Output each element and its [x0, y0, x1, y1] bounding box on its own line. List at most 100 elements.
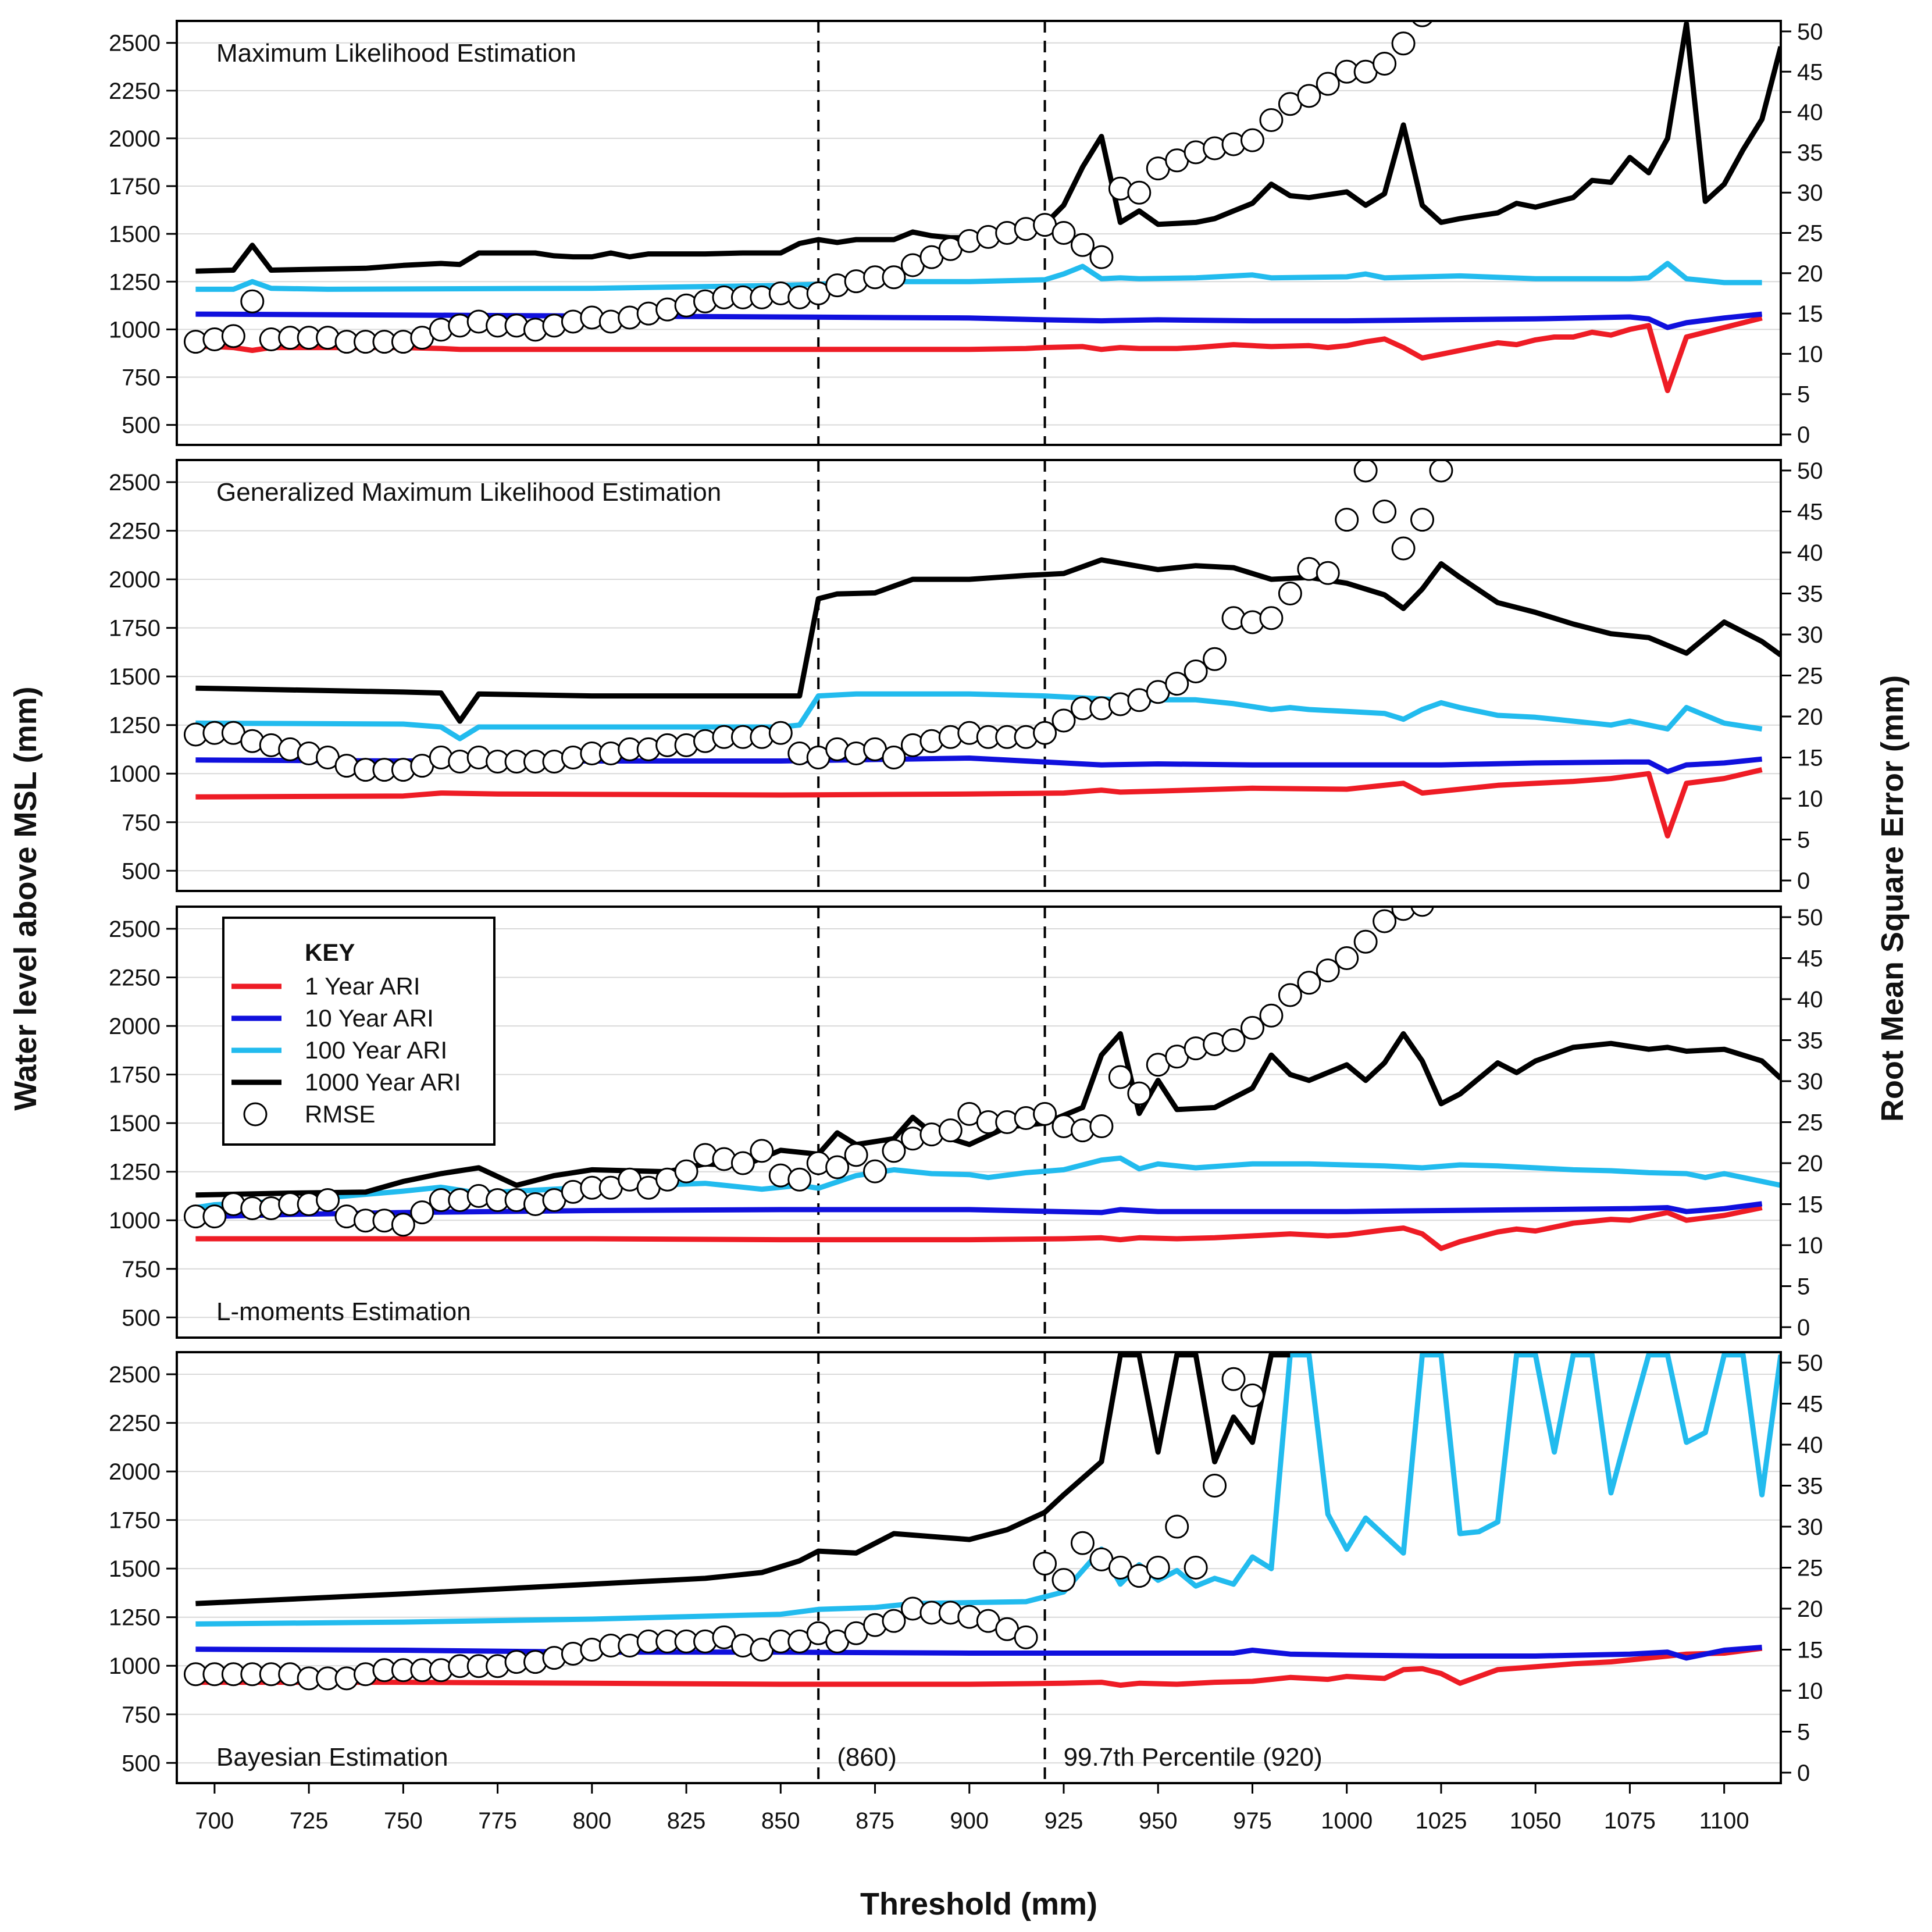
- x-tick-label: 850: [761, 1808, 800, 1834]
- panel-4: 500 750 1000 1250 1500 1750 2000 2250 2500 0 5 10 15…: [109, 1350, 1823, 1786]
- y-tick-label: 1250: [109, 1605, 161, 1631]
- rmse-point: [1316, 72, 1340, 96]
- panel-title: L-moments Estimation: [216, 1297, 471, 1326]
- rmse-point: [730, 1151, 755, 1175]
- y-axis-title: Water level above MSL (mm): [8, 686, 43, 1110]
- y-tick-label: 1250: [109, 713, 161, 739]
- panel-data: [183, 21, 1781, 393]
- y2-tick-label: 20: [1797, 1151, 1823, 1177]
- y-tick-label: 1000: [109, 761, 161, 787]
- panel-title: Generalized Maximum Likelihood Estimatio…: [216, 478, 721, 507]
- series-line-ari1000: [195, 1352, 1291, 1606]
- y2-tick-label: 10: [1797, 341, 1823, 367]
- legend-title: KEY: [305, 939, 355, 966]
- y2-tick-label: 25: [1797, 1556, 1823, 1581]
- rmse-point: [1033, 1551, 1057, 1575]
- y-tick-label: 1750: [109, 1508, 161, 1534]
- x-tick-label: 925: [1045, 1808, 1083, 1834]
- y-tick-label: 500: [122, 1305, 161, 1331]
- rmse-point: [882, 265, 906, 290]
- rmse-point: [1411, 21, 1433, 27]
- x-tick-label: 1100: [1699, 1808, 1749, 1834]
- y2-tick-label: 10: [1797, 1678, 1823, 1704]
- rmse-point: [1410, 907, 1434, 917]
- rmse-point: [1108, 1065, 1132, 1089]
- rmse-point: [1033, 721, 1057, 745]
- x-tick-label: 1050: [1510, 1808, 1562, 1834]
- y2-tick-label: 35: [1797, 1028, 1823, 1054]
- rmse-point: [1165, 672, 1189, 696]
- panel-2: 500 750 1000 1250 1500 1750 2000 2250 2500 0 5 10 15…: [109, 458, 1823, 894]
- y-tick-label: 500: [122, 1751, 161, 1776]
- rmse-point: [1127, 180, 1152, 205]
- y-tick-label: 1500: [109, 1556, 161, 1582]
- rmse-point: [1316, 958, 1340, 983]
- rmse-point: [787, 1167, 812, 1192]
- y2-tick-label: 50: [1797, 905, 1823, 931]
- series-line-ari10: [195, 311, 1763, 330]
- y-tick-label: 1750: [109, 1063, 161, 1088]
- x-tick-label: 1075: [1604, 1808, 1656, 1834]
- rmse-point: [1297, 84, 1321, 108]
- series-line-ari10: [195, 1201, 1763, 1219]
- rmse-point: [882, 1609, 906, 1633]
- series-line-ari10: [195, 1645, 1762, 1661]
- panel-3: 500 750 1000 1250 1500 1750 2000 2250 2500 0 5 10 15…: [109, 905, 1823, 1341]
- y-tick-label: 1750: [109, 616, 161, 641]
- y-tick-label: 1250: [109, 269, 161, 295]
- y-tick-label: 2500: [109, 31, 161, 56]
- y2-tick-label: 5: [1797, 1720, 1810, 1745]
- x-tick-label: 725: [290, 1808, 329, 1834]
- y2-tick-label: 30: [1797, 622, 1823, 648]
- series-line-ari100: [195, 261, 1762, 292]
- rmse-point: [882, 746, 906, 769]
- y-tick-label: 2250: [109, 79, 161, 104]
- y2-tick-label: 50: [1797, 19, 1823, 45]
- x-tick-label: 1000: [1321, 1808, 1373, 1834]
- y-tick-label: 2000: [109, 1459, 161, 1485]
- y-tick-label: 500: [122, 413, 161, 439]
- y2-tick-label: 0: [1797, 1315, 1810, 1341]
- y-tick-label: 1500: [109, 664, 161, 690]
- x-tick-label: 800: [572, 1808, 611, 1834]
- rmse-point: [1278, 582, 1302, 605]
- rmse-point: [410, 1200, 434, 1225]
- y-tick-label: 2250: [109, 519, 161, 544]
- y-tick-label: 1000: [109, 317, 161, 343]
- y-tick-label: 750: [122, 810, 161, 836]
- panel-data: [183, 907, 1781, 1252]
- rmse-point: [1051, 221, 1076, 245]
- y2-tick-label: 0: [1797, 1760, 1810, 1786]
- y2-tick-label: 15: [1797, 1192, 1823, 1218]
- y-tick-label: 750: [122, 365, 161, 390]
- y-tick-label: 1750: [109, 174, 161, 199]
- series-line-ari1000: [195, 557, 1781, 724]
- y2-tick-label: 15: [1797, 1638, 1823, 1663]
- legend-label: 1000 Year ARI: [305, 1068, 461, 1096]
- y-tick-label: 2500: [109, 1362, 161, 1388]
- rmse-point: [938, 1118, 963, 1143]
- y2-tick-label: 35: [1797, 582, 1823, 607]
- legend-marker: [243, 1102, 268, 1127]
- y-tick-label: 2000: [109, 1014, 161, 1039]
- y2-tick-label: 10: [1797, 1233, 1823, 1259]
- y2-tick-label: 30: [1797, 1514, 1823, 1540]
- rmse-point: [768, 721, 793, 745]
- series-line-ari1: [195, 1205, 1763, 1252]
- panel-1: 500 750 1000 1250 1500 1750 2000 2250 2500 0 5 10 15…: [109, 19, 1823, 448]
- rmse-point: [1259, 108, 1284, 132]
- x-tick-label: 875: [856, 1808, 894, 1834]
- x-tick-label: 950: [1139, 1808, 1178, 1834]
- x-axis-title: Threshold (mm): [860, 1887, 1097, 1922]
- rmse-point: [1410, 508, 1435, 532]
- legend-label: 1 Year ARI: [305, 972, 420, 1000]
- rmse-point: [1165, 1514, 1189, 1539]
- y-tick-label: 1000: [109, 1653, 161, 1679]
- series-line-ari1: [195, 767, 1763, 839]
- y2-tick-label: 45: [1797, 946, 1823, 972]
- y2-tick-label: 50: [1797, 458, 1823, 484]
- series-line-ari100: [195, 1352, 1781, 1627]
- y2-tick-label: 5: [1797, 828, 1810, 853]
